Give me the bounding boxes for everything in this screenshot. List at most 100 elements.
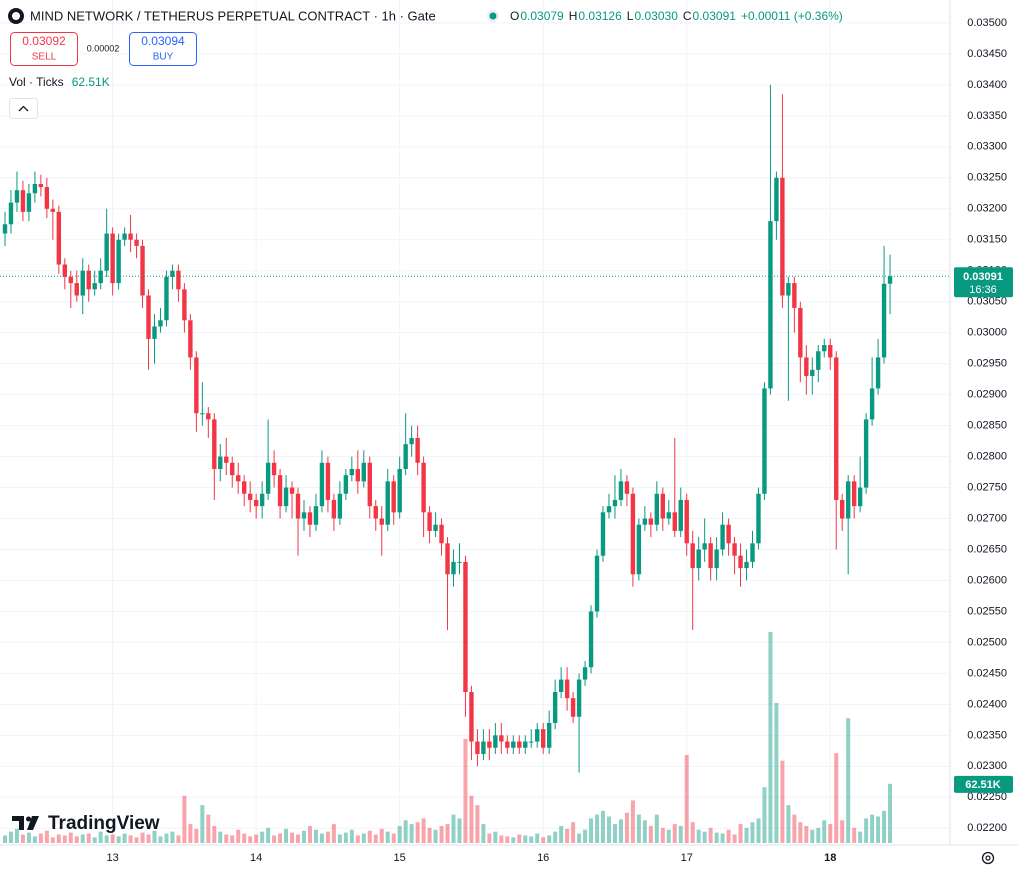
volume-bar [3, 835, 7, 843]
volume-bar [666, 829, 671, 843]
volume-bar [385, 831, 390, 843]
candle-body [816, 351, 821, 370]
candle-body [421, 462, 426, 513]
volume-bar [80, 834, 85, 843]
buy-label[interactable]: BUY [153, 52, 174, 63]
x-tick-label: 14 [250, 852, 262, 864]
candle-body [224, 456, 229, 463]
sell-price[interactable]: 0.03092 [22, 34, 66, 48]
ohlc-key: L [627, 9, 634, 23]
collapse-button[interactable] [9, 98, 38, 119]
candle-body [379, 518, 384, 525]
y-tick-label: 0.02500 [967, 636, 1007, 648]
volume-bar [565, 828, 570, 843]
candle-body [152, 326, 157, 339]
candle-body [511, 741, 516, 748]
candle-body [200, 413, 205, 415]
volume-value-label: 62.51K [965, 779, 1001, 791]
candle-body [624, 481, 630, 494]
candle-body [648, 518, 654, 525]
volume-bar [762, 787, 767, 843]
x-tick-label: 17 [681, 852, 693, 864]
buy-price[interactable]: 0.03094 [141, 34, 185, 48]
volume-bar [290, 832, 295, 843]
volume-bar [325, 831, 330, 843]
volume-bar [744, 827, 749, 843]
candle-body [188, 320, 193, 358]
volume-legend-label[interactable]: Vol · Ticks [9, 75, 64, 89]
sell-label[interactable]: SELL [32, 52, 57, 63]
candle-body [164, 276, 169, 321]
axes: 0.02200 0.02250 0.02300 0.02350 0.02400 0.024… [0, 17, 1013, 864]
volume-bar [774, 702, 779, 843]
candle-body [44, 187, 50, 209]
volume-bar [20, 834, 25, 843]
y-tick-label: 0.03350 [967, 110, 1007, 122]
candle-body [517, 741, 522, 748]
ohlc-value: 0.03030 [634, 9, 678, 23]
candle-body [409, 437, 414, 445]
symbol-title[interactable]: MIND NETWORK / TETHERUS PERPETUAL CONTRA… [30, 8, 436, 23]
buy-button[interactable] [129, 32, 197, 66]
volume-bar [116, 836, 121, 843]
candle-body [594, 555, 600, 612]
volume-bar [529, 836, 534, 843]
volume-bar [535, 833, 540, 843]
candle-body [463, 561, 468, 692]
candle-body [319, 462, 325, 507]
candle-body [391, 481, 396, 513]
y-tick-label: 0.03050 [967, 296, 1007, 308]
volume-legend-value: 62.51K [72, 75, 110, 89]
volume-bar [194, 828, 199, 843]
candle-body [552, 691, 558, 723]
volume-bar [313, 829, 318, 843]
candle-body [696, 549, 701, 569]
candle-body [750, 543, 755, 562]
candle-body [355, 468, 361, 482]
candle-body [576, 679, 582, 717]
volume-bar [98, 831, 103, 843]
y-tick-label: 0.03250 [967, 172, 1007, 184]
volume-bar [86, 833, 91, 843]
candle-body [869, 388, 875, 420]
candle-body [469, 691, 474, 742]
y-tick-label: 0.02900 [967, 389, 1007, 401]
ohlc-legend: O 0.03079 H 0.03126 L 0.03030 C 0.03091 [510, 9, 736, 23]
y-tick-label: 0.03000 [967, 327, 1007, 339]
logo-mark-2 [27, 816, 39, 830]
ohlc-value: 0.03091 [693, 9, 737, 23]
volume-bar [92, 837, 97, 843]
settings-button[interactable] [981, 851, 995, 865]
volume-bar [864, 818, 869, 843]
volume-bar [38, 833, 43, 843]
candle-body [68, 276, 73, 284]
volume-bar [690, 822, 695, 843]
candle-body [810, 369, 815, 377]
volume-bar [702, 831, 707, 843]
candle-body [176, 270, 181, 290]
candle-layer [2, 84, 893, 773]
y-tick-label: 0.02250 [967, 791, 1007, 803]
collapse-icon [18, 105, 29, 112]
volume-bar [254, 834, 259, 843]
candle-body [367, 462, 372, 507]
sell-button[interactable] [10, 32, 78, 66]
volume-bar [720, 833, 725, 843]
volume-bar [307, 825, 312, 843]
candle-body [570, 698, 576, 717]
volume-bar [840, 820, 845, 843]
volume-bar [242, 833, 247, 843]
volume-bar [403, 820, 408, 843]
candle-body [122, 233, 127, 240]
y-tick-label: 0.03300 [967, 141, 1007, 153]
candle-body [56, 211, 62, 265]
volume-bar [696, 829, 701, 843]
candle-body [439, 524, 444, 544]
volume-bar [349, 829, 354, 843]
candle-body [588, 611, 594, 668]
volume-bar [218, 831, 223, 843]
volume-bar [756, 818, 761, 843]
volume-bar [212, 825, 217, 843]
